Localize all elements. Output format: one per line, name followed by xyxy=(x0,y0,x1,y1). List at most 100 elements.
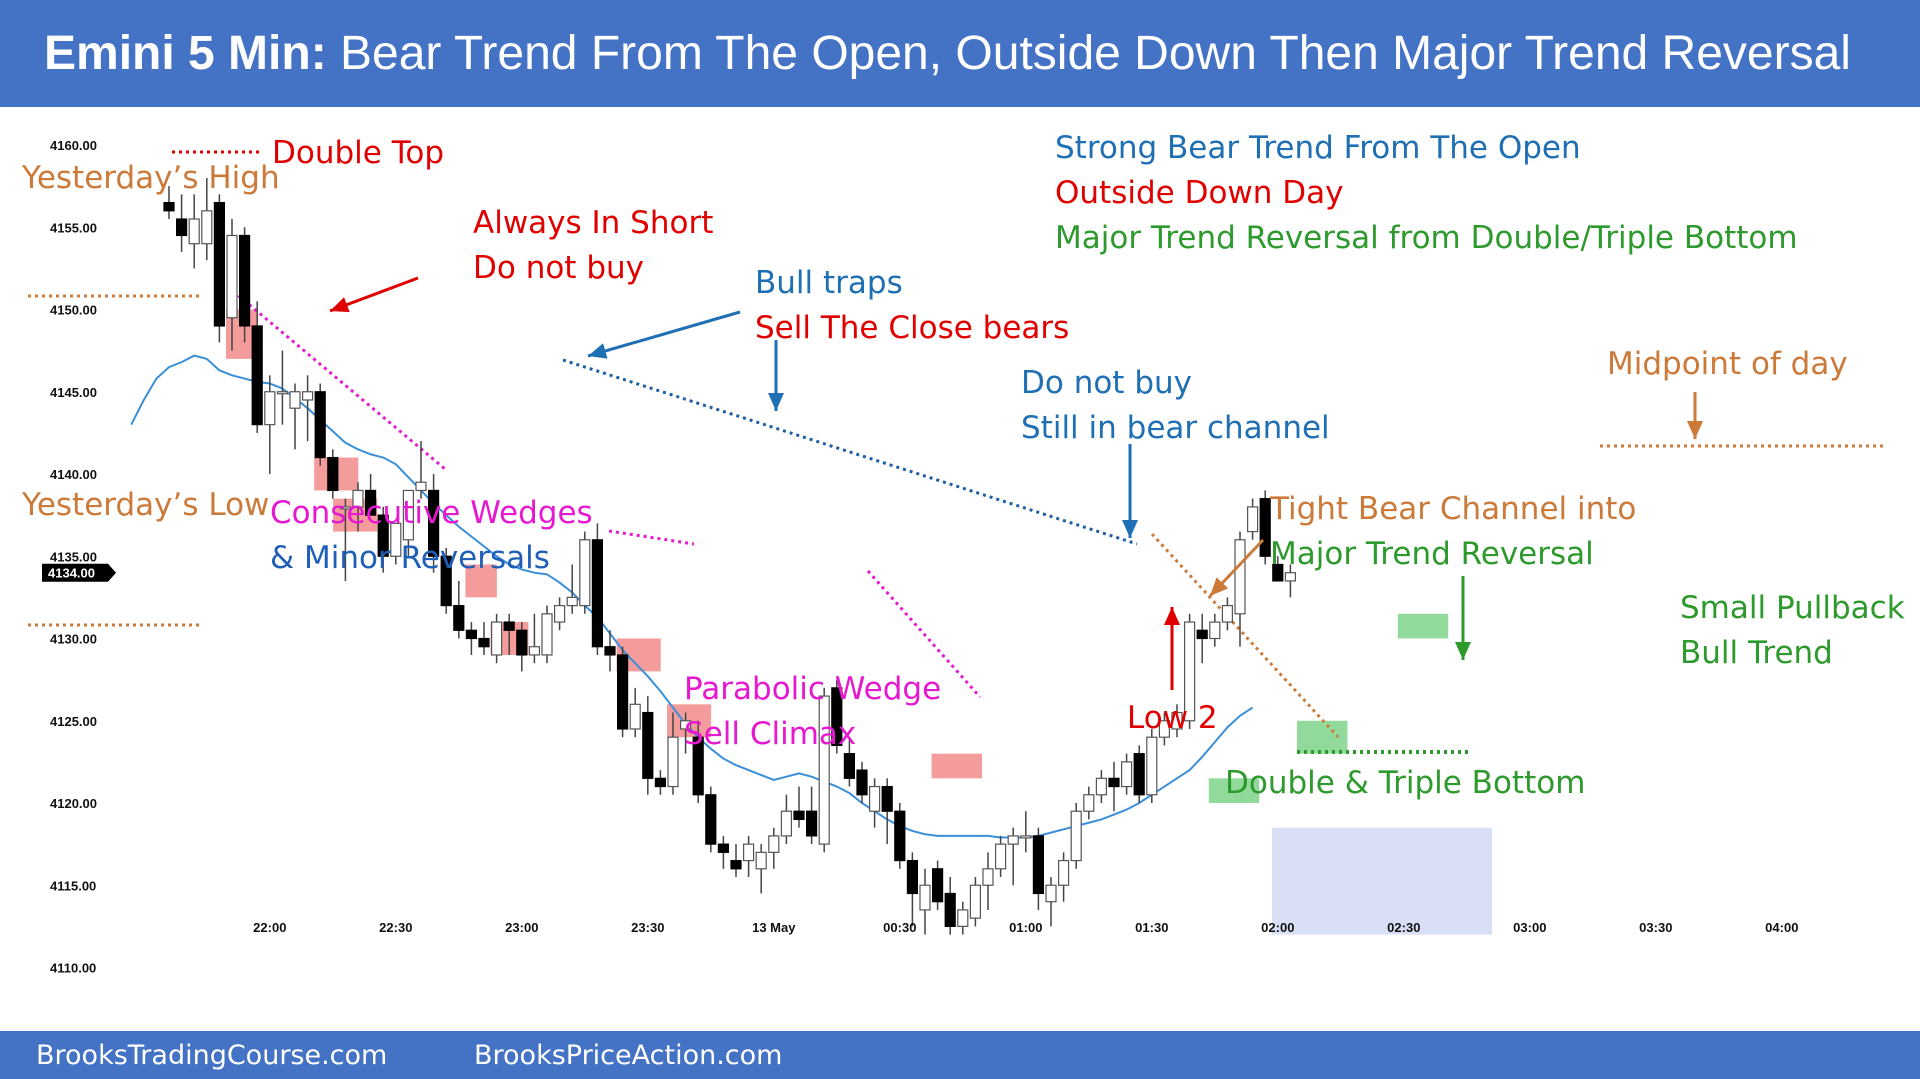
footer-left-link[interactable]: BrooksTradingCourse.com xyxy=(36,1040,388,1071)
x-tick-label: 02:00 xyxy=(1261,920,1294,935)
x-tick-label: 03:00 xyxy=(1513,920,1546,935)
candle xyxy=(453,580,465,639)
y-tick-label: 4150.00 xyxy=(50,303,97,318)
bear-candle-body xyxy=(705,794,717,845)
candle xyxy=(1070,803,1082,869)
candle xyxy=(188,194,200,269)
candle xyxy=(239,227,251,343)
y-tick-label: 4130.00 xyxy=(50,632,97,647)
candle xyxy=(1221,597,1234,631)
bull-candle-body xyxy=(755,851,767,870)
annotation-sell-climax: Sell Climax xyxy=(684,716,856,752)
bear-candle-body xyxy=(843,753,856,779)
candle xyxy=(994,835,1007,878)
x-tick-label: 01:30 xyxy=(1135,920,1168,935)
annotation-do-not-buy-1: Do not buy xyxy=(473,250,644,286)
bear-candle-body xyxy=(1133,753,1145,796)
current-price-label: 4134.00 xyxy=(48,566,95,581)
annotation-double-triple-bottom: Double & Triple Bottom xyxy=(1225,765,1585,801)
buy-signal-zone xyxy=(1208,778,1260,803)
bull-candle-body xyxy=(1020,835,1032,839)
arrow-head xyxy=(1210,577,1229,596)
bull-candle-body xyxy=(957,909,969,927)
candle xyxy=(679,712,692,754)
x-tick-label: 13 May xyxy=(752,920,796,935)
candle xyxy=(730,844,742,878)
annotation-bull-traps: Bull traps xyxy=(755,265,903,301)
candle xyxy=(314,383,326,466)
y-axis: 4160.00 4155.00 4150.00 4145.00 4140.00 4135.… xyxy=(42,138,116,976)
bull-candle-body xyxy=(415,481,427,492)
candle xyxy=(944,877,956,935)
bull-candle-body xyxy=(302,391,314,401)
bear-candle-body xyxy=(881,785,893,812)
annotation-tight-bear-channel: Tight Bear Channel into xyxy=(1269,491,1636,527)
bear-candle-body xyxy=(642,711,654,779)
candle xyxy=(1020,811,1032,853)
arrow-midpoint xyxy=(1687,392,1703,439)
bull-candle-body xyxy=(566,596,578,607)
candle xyxy=(264,375,276,474)
candle xyxy=(894,803,906,869)
y-tick-label: 4120.00 xyxy=(50,796,97,811)
arrow-head xyxy=(1164,607,1180,625)
candle xyxy=(1133,745,1145,803)
bear-candle-body xyxy=(944,892,956,927)
bear-candle-body xyxy=(516,629,528,656)
candle xyxy=(717,835,730,869)
bull-candle-body xyxy=(528,646,541,656)
candle xyxy=(868,778,881,828)
candle xyxy=(201,177,213,261)
candle xyxy=(163,186,175,220)
y-tick-label: 4115.00 xyxy=(50,878,96,893)
title-rest: Bear Trend From The Open, Outside Down T… xyxy=(326,27,1851,80)
y-tick-label: 4125.00 xyxy=(50,714,97,729)
arrow-shaft xyxy=(587,310,741,358)
bear-candle-body xyxy=(894,810,906,862)
bull-candle-body xyxy=(264,391,276,426)
candle xyxy=(339,498,351,581)
candle xyxy=(1196,613,1208,664)
candle xyxy=(1158,712,1171,746)
arrow-head xyxy=(588,343,608,359)
buy-signal-zone xyxy=(1397,613,1449,639)
bear-candle-body xyxy=(591,539,604,648)
annotation-yesterdays-high: Yesterday’s High xyxy=(21,160,280,196)
candle xyxy=(768,827,780,869)
y-tick-label: 4135.00 xyxy=(50,549,97,564)
bull-candle-body xyxy=(226,234,238,319)
bull-candle-body xyxy=(352,489,364,508)
arrow-head xyxy=(1687,421,1703,439)
bull-candle-body xyxy=(201,210,213,245)
candle xyxy=(642,696,654,795)
candle xyxy=(654,770,667,795)
footer-right-link[interactable]: BrooksPriceAction.com xyxy=(474,1040,783,1071)
price-chart: 4160.00 4155.00 4150.00 4145.00 4140.00 4135.… xyxy=(21,130,1905,976)
bear-candle-body xyxy=(327,456,339,492)
candle xyxy=(528,613,541,664)
bear-candle-body xyxy=(1272,563,1284,582)
candle xyxy=(692,720,704,803)
y-tick-label: 4155.00 xyxy=(50,220,97,235)
arrow-head xyxy=(1122,520,1138,538)
candle xyxy=(478,622,490,655)
bull-candle-body xyxy=(919,884,931,911)
bear-candle-body xyxy=(717,843,730,853)
title-bold: Emini 5 Min: xyxy=(44,27,327,80)
annotation-major-trend-reversal-2: Major Trend Reversal xyxy=(1270,536,1594,572)
bear-candle-body xyxy=(1259,498,1271,557)
candle xyxy=(440,548,452,614)
bear-candle-body xyxy=(503,621,515,631)
candle xyxy=(969,877,982,927)
y-tick-label: 4110.00 xyxy=(50,961,96,976)
candle xyxy=(1146,728,1158,803)
candle xyxy=(541,605,553,664)
bull-candle-body xyxy=(667,736,679,788)
sell-signal-zone xyxy=(931,753,982,779)
bull-candle-body xyxy=(1234,539,1246,615)
bull-candle-body xyxy=(1070,810,1082,862)
arrow-major-trend-reversal xyxy=(1455,576,1471,660)
candle xyxy=(831,679,843,754)
bear-candle-body xyxy=(176,218,188,237)
candle xyxy=(616,646,629,738)
